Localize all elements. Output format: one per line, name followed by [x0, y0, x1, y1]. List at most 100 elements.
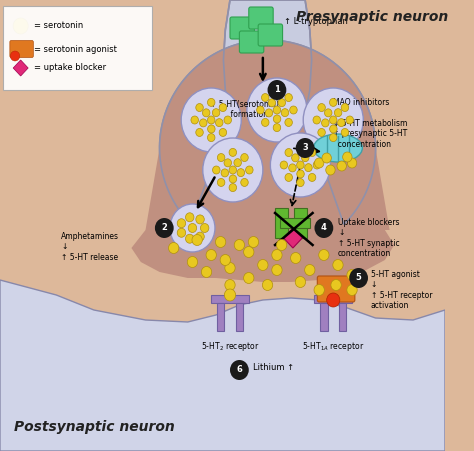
Polygon shape — [211, 295, 249, 303]
Circle shape — [13, 18, 28, 34]
Polygon shape — [283, 228, 302, 248]
Circle shape — [225, 280, 235, 290]
Circle shape — [272, 249, 282, 261]
Circle shape — [229, 148, 237, 156]
Circle shape — [229, 184, 237, 192]
Text: Presynaptic neuron: Presynaptic neuron — [296, 10, 448, 24]
Polygon shape — [0, 280, 445, 451]
Polygon shape — [131, 215, 394, 282]
Circle shape — [285, 148, 292, 156]
Circle shape — [329, 125, 337, 133]
Text: Lithium ↑: Lithium ↑ — [254, 364, 295, 373]
Circle shape — [188, 224, 197, 233]
Text: = serotonin: = serotonin — [34, 22, 83, 31]
Circle shape — [234, 159, 241, 167]
Circle shape — [346, 116, 354, 124]
Circle shape — [337, 119, 345, 127]
Circle shape — [208, 116, 215, 124]
Circle shape — [169, 243, 179, 253]
Circle shape — [263, 280, 273, 290]
Circle shape — [285, 174, 292, 181]
Circle shape — [262, 119, 269, 126]
FancyBboxPatch shape — [10, 41, 33, 57]
Circle shape — [224, 289, 236, 301]
Circle shape — [268, 99, 276, 107]
Circle shape — [229, 166, 237, 174]
Circle shape — [273, 115, 281, 123]
Circle shape — [185, 234, 194, 243]
Circle shape — [308, 174, 316, 181]
Circle shape — [322, 153, 331, 163]
Text: MAO inhibitors
↓
↓ 5-HT metabolism
↑ presynaptic 5-HT
  concentration: MAO inhibitors ↓ ↓ 5-HT metabolism ↑ pre… — [333, 98, 408, 148]
Circle shape — [237, 169, 245, 177]
Circle shape — [267, 80, 286, 100]
Circle shape — [327, 293, 340, 307]
Circle shape — [313, 116, 320, 124]
Circle shape — [305, 264, 315, 276]
Text: 4: 4 — [321, 224, 327, 233]
Circle shape — [333, 259, 343, 271]
Circle shape — [273, 88, 281, 97]
FancyBboxPatch shape — [317, 276, 355, 302]
Circle shape — [241, 179, 248, 186]
Circle shape — [296, 138, 314, 158]
Circle shape — [329, 116, 337, 124]
Circle shape — [225, 262, 235, 273]
Circle shape — [248, 236, 259, 248]
Circle shape — [185, 213, 194, 222]
Polygon shape — [160, 0, 375, 224]
Circle shape — [256, 106, 264, 114]
Circle shape — [280, 161, 288, 169]
Text: ↑ 5-HT(serotonin)
    formation: ↑ 5-HT(serotonin) formation — [210, 100, 279, 120]
Text: 2: 2 — [161, 224, 167, 233]
Circle shape — [196, 232, 204, 241]
Circle shape — [285, 119, 292, 126]
Circle shape — [247, 78, 307, 142]
Circle shape — [224, 159, 231, 167]
Polygon shape — [217, 303, 224, 331]
FancyBboxPatch shape — [3, 6, 152, 90]
Circle shape — [196, 104, 203, 111]
Circle shape — [192, 235, 202, 245]
Circle shape — [258, 259, 268, 271]
Circle shape — [318, 104, 325, 111]
Circle shape — [301, 154, 309, 161]
Text: 5-HT agonist
↓
↑ 5-HT receptor
activation: 5-HT agonist ↓ ↑ 5-HT receptor activatio… — [371, 270, 432, 310]
Text: 3: 3 — [302, 143, 308, 152]
Circle shape — [196, 215, 204, 224]
Circle shape — [170, 204, 215, 252]
Circle shape — [289, 164, 296, 172]
Circle shape — [206, 249, 217, 261]
Circle shape — [218, 153, 225, 161]
Circle shape — [270, 133, 330, 197]
Text: Postsynaptic neuron: Postsynaptic neuron — [14, 420, 175, 434]
Circle shape — [219, 104, 227, 111]
Circle shape — [314, 158, 324, 168]
Circle shape — [272, 264, 282, 276]
Circle shape — [177, 228, 186, 237]
Ellipse shape — [313, 134, 362, 162]
Circle shape — [347, 285, 357, 295]
Circle shape — [337, 161, 346, 171]
Circle shape — [347, 270, 357, 281]
Circle shape — [220, 254, 230, 266]
Circle shape — [224, 116, 231, 124]
Circle shape — [295, 276, 306, 287]
Circle shape — [276, 239, 287, 250]
Circle shape — [208, 125, 215, 133]
Text: = serotonin agonist: = serotonin agonist — [34, 46, 117, 55]
Circle shape — [321, 119, 329, 127]
Circle shape — [318, 129, 325, 137]
Circle shape — [155, 218, 173, 238]
Circle shape — [181, 88, 241, 152]
Circle shape — [177, 219, 186, 228]
Circle shape — [314, 218, 333, 238]
Circle shape — [208, 133, 215, 142]
Circle shape — [234, 239, 245, 250]
FancyBboxPatch shape — [258, 24, 283, 46]
Circle shape — [341, 129, 349, 137]
Polygon shape — [275, 208, 288, 238]
Text: 5-HT$_{1A}$ receptor: 5-HT$_{1A}$ receptor — [302, 340, 365, 353]
Circle shape — [10, 51, 20, 61]
Text: Uptake blockers
↓
↑ 5-HT synaptic
concentration: Uptake blockers ↓ ↑ 5-HT synaptic concen… — [338, 218, 400, 258]
